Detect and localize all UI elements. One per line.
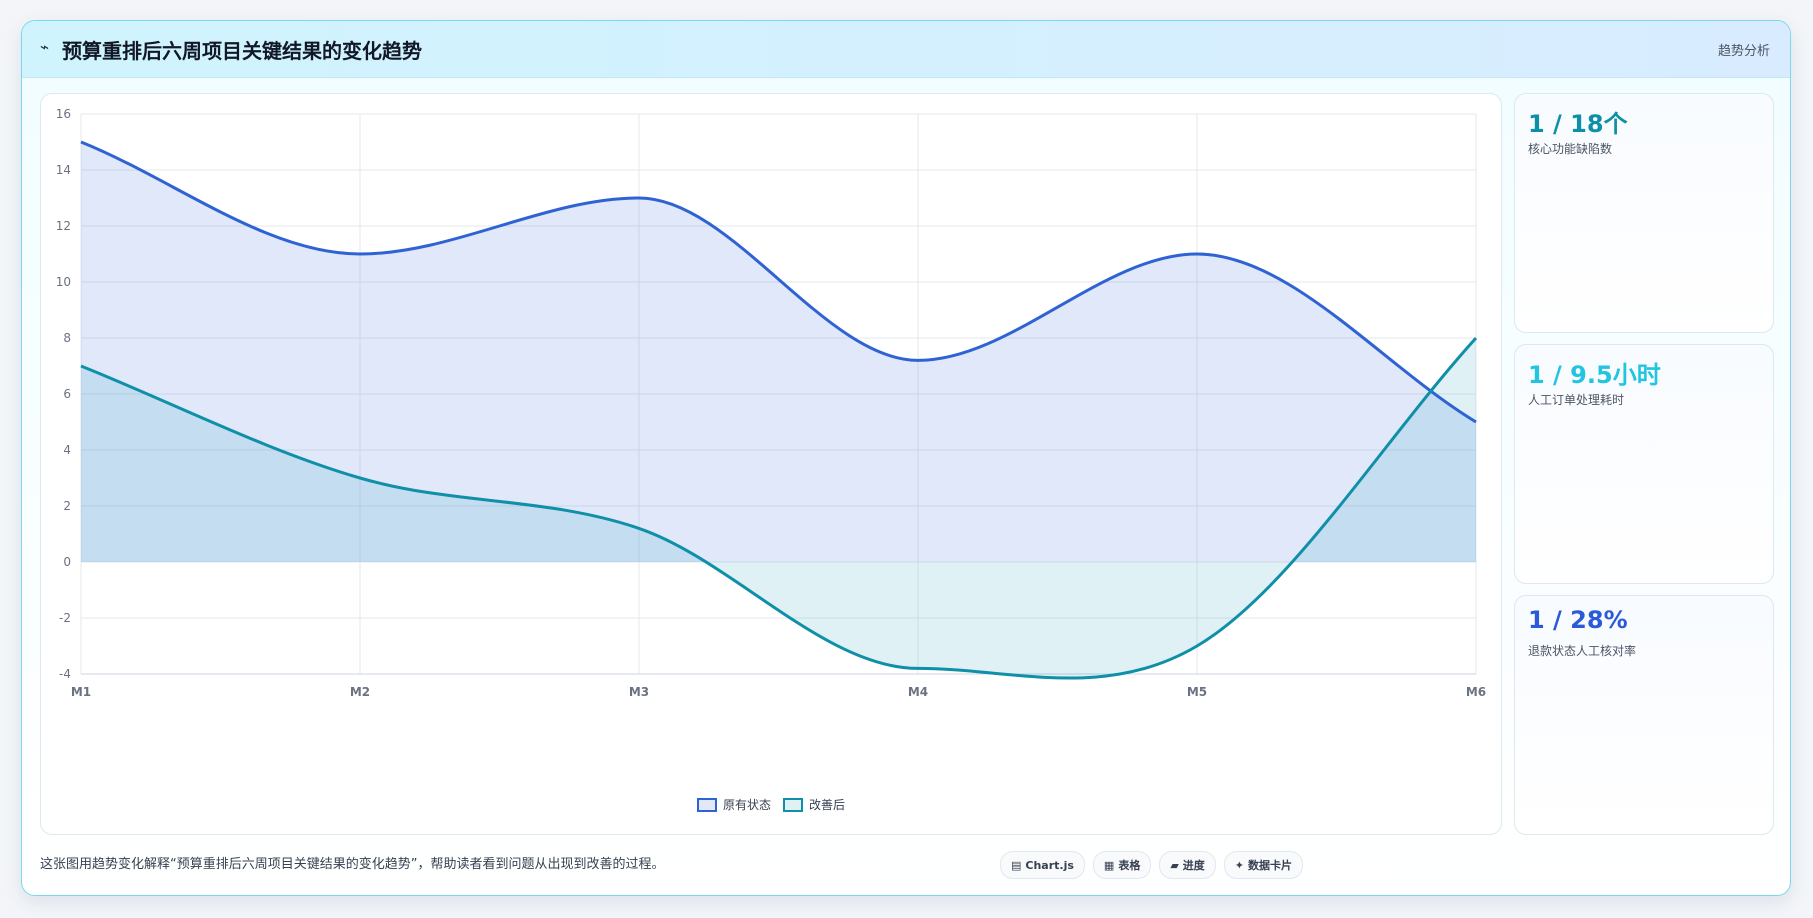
chart-line-icon: ⌁ bbox=[40, 38, 50, 56]
chip-label: 进度 bbox=[1182, 859, 1205, 872]
stat-label: 退款状态人工核对率 bbox=[1528, 644, 1637, 658]
chip-label: 表格 bbox=[1118, 859, 1141, 872]
legend-item[interactable]: 改善后 bbox=[783, 796, 845, 813]
legend-swatch bbox=[696, 797, 717, 812]
chip-label: Chart.js bbox=[1025, 858, 1074, 872]
stat-label: 人工订单处理耗时 bbox=[1528, 393, 1625, 407]
stat-card: 1 / 18个核心功能缺陷数 bbox=[1514, 93, 1774, 333]
chip-table[interactable]: ▦ 表格 bbox=[1092, 851, 1152, 879]
chip-chart[interactable]: ▤ Chart.js bbox=[1000, 851, 1085, 879]
report-card: ⌁ 预算重排后六周项目关键结果的变化趋势 趋势分析 -4 -2 0 2 4 6 8 10 12 1… bbox=[21, 20, 1791, 896]
y-tick-label: 8 bbox=[63, 331, 71, 345]
table-icon: ▦ bbox=[1103, 858, 1115, 872]
line-chart: -4 -2 0 2 4 6 8 10 12 14 16 M1 M2 M3 M4 M5 M6 bbox=[56, 107, 1486, 699]
series-line-1 bbox=[80, 336, 1478, 680]
y-tick-label: 10 bbox=[56, 275, 71, 289]
chip-label: 数据卡片 bbox=[1248, 859, 1293, 872]
y-tick-label: 16 bbox=[56, 107, 71, 121]
series-area-1 bbox=[81, 338, 1476, 679]
x-tick-label: M2 bbox=[350, 685, 370, 699]
y-tick-label: -4 bbox=[59, 667, 71, 681]
x-tick-label: M3 bbox=[629, 685, 649, 699]
chip-card[interactable]: ✦ 数据卡片 bbox=[1223, 851, 1304, 879]
page-title: 预算重排后六周项目关键结果的变化趋势 bbox=[62, 39, 422, 63]
stat-value: 1 / 9.5小时 bbox=[1528, 361, 1661, 389]
stat-card: 1 / 9.5小时人工订单处理耗时 bbox=[1514, 344, 1774, 584]
card-header: ⌁ 预算重排后六周项目关键结果的变化趋势 趋势分析 bbox=[22, 21, 1790, 78]
chart-panel: -4 -2 0 2 4 6 8 10 12 14 16 M1 M2 M3 M4 M5 M6 原有状态 改善后 bbox=[40, 93, 1502, 835]
x-tick-label: M6 bbox=[1466, 685, 1486, 699]
stat-cards: 1 / 18个 核心功能缺陷数 1 / 9.5小时 人工订单处理耗时 1 / 28% 退款… bbox=[1514, 93, 1774, 846]
footer-chips: ▤ Chart.js ▦ 表格 ▰ 进度 ✦ 数据卡片 bbox=[1000, 851, 1304, 879]
y-tick-label: -2 bbox=[59, 611, 71, 625]
y-tick-label: 2 bbox=[63, 499, 71, 513]
stat-value: 1 / 28% bbox=[1528, 606, 1628, 634]
chip-progress[interactable]: ▰ 进度 bbox=[1159, 851, 1216, 879]
y-tick-label: 12 bbox=[56, 219, 71, 233]
legend-label: 原有状态 bbox=[722, 798, 771, 812]
x-tick-label: M5 bbox=[1187, 685, 1207, 699]
chart-icon: ▤ bbox=[1011, 858, 1022, 872]
x-tick-label: M1 bbox=[71, 685, 91, 699]
series-area-0 bbox=[81, 142, 1476, 562]
legend-label: 改善后 bbox=[809, 798, 846, 812]
card-icon: ✦ bbox=[1234, 858, 1245, 872]
x-tick-label: M4 bbox=[908, 685, 928, 699]
y-tick-label: 14 bbox=[56, 163, 71, 177]
series-line-0 bbox=[80, 140, 1477, 424]
stat-value: 1 / 18个 bbox=[1528, 110, 1628, 138]
header-tag: 趋势分析 bbox=[1717, 44, 1770, 59]
chart-legend: 原有状态 改善后 bbox=[41, 796, 1501, 813]
y-tick-label: 0 bbox=[63, 555, 71, 569]
y-tick-label: 6 bbox=[63, 387, 71, 401]
y-tick-label: 4 bbox=[63, 443, 71, 457]
chart-description: 这张图用趋势变化解释“预算重排后六周项目关键结果的变化趋势”，帮助读者看到问题从… bbox=[40, 857, 665, 872]
legend-item[interactable]: 原有状态 bbox=[696, 796, 771, 813]
stat-label: 核心功能缺陷数 bbox=[1528, 142, 1613, 156]
stat-card: 1 / 28% 退款状态人工核对率 bbox=[1514, 595, 1774, 835]
legend-swatch bbox=[783, 797, 803, 812]
progress-icon: ▰ bbox=[1170, 858, 1179, 872]
